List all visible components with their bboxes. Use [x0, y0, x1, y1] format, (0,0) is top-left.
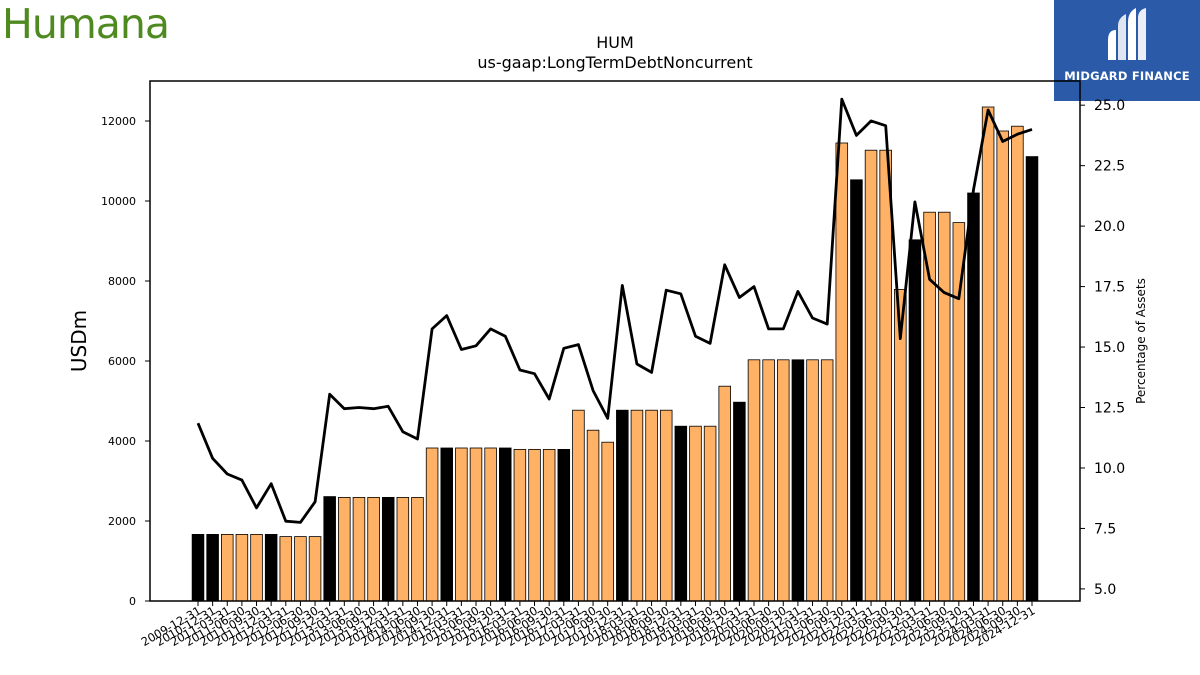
- y-tick-label: 6000: [108, 355, 136, 368]
- bar: [411, 496, 424, 602]
- bar: [703, 425, 717, 602]
- bar: [279, 536, 293, 602]
- bar: [425, 447, 439, 602]
- bar: [542, 448, 556, 602]
- y-tick-label: 4000: [108, 435, 136, 448]
- x-axis: 2009-12-312010-12-312011-03-312011-06-30…: [139, 601, 1038, 649]
- chart-subtitle: us-gaap:LongTermDebtNoncurrent: [477, 53, 752, 72]
- bar: [235, 534, 249, 602]
- y-tick-label: 0: [129, 595, 136, 608]
- y2-tick-label: 10.0: [1094, 461, 1125, 477]
- bar: [513, 448, 527, 602]
- bar: [294, 536, 307, 602]
- bar: [645, 409, 658, 602]
- bar: [499, 447, 512, 602]
- humana-logo: Humana: [2, 0, 170, 48]
- bar: [733, 401, 746, 602]
- bar: [674, 425, 688, 602]
- bar: [455, 447, 468, 602]
- y-axis-left: 0 2000 4000 6000 8000 10000 12000: [101, 115, 150, 608]
- y2-tick-label: 12.5: [1094, 401, 1125, 417]
- bar: [616, 409, 629, 602]
- bar: [718, 385, 731, 602]
- bar: [308, 536, 322, 602]
- bar: [367, 496, 380, 602]
- bar: [806, 359, 819, 602]
- bar: [601, 441, 614, 602]
- bar: [864, 149, 878, 602]
- bar: [879, 149, 892, 602]
- bar: [967, 192, 980, 602]
- bar: [923, 211, 936, 602]
- bar: [820, 359, 834, 602]
- y-tick-label: 12000: [101, 115, 136, 128]
- bar: [250, 534, 263, 602]
- y-axis-right: 5.0 7.5 10.0 12.5 15.0 17.5 20.0 22.5 25.0: [1080, 98, 1125, 598]
- bar: [762, 359, 775, 602]
- y2-axis-label: Percentage of Assets: [1134, 278, 1148, 404]
- y2-tick-label: 5.0: [1094, 582, 1116, 598]
- bar: [440, 447, 453, 602]
- midgard-emblem-icon: [1108, 8, 1146, 60]
- plot-frame: [149, 80, 1081, 602]
- bar: [630, 409, 644, 602]
- y2-tick-label: 15.0: [1094, 340, 1125, 356]
- percentage-line-layer: [196, 97, 1033, 524]
- bar: [206, 534, 219, 602]
- y2-tick-label: 7.5: [1094, 521, 1116, 537]
- y2-tick-label: 20.0: [1094, 219, 1125, 235]
- bar: [996, 130, 1009, 602]
- y2-tick-label: 25.0: [1094, 98, 1125, 114]
- bar: [659, 409, 673, 602]
- bar: [528, 448, 541, 602]
- bar: [747, 359, 761, 602]
- bar: [323, 496, 336, 602]
- bar: [381, 496, 395, 602]
- bar: [469, 447, 483, 602]
- y-tick-label: 10000: [101, 195, 136, 208]
- bar: [791, 359, 805, 602]
- bar: [396, 496, 410, 602]
- bar: [1025, 156, 1039, 602]
- bar: [191, 534, 205, 602]
- bar: [908, 239, 922, 602]
- bar: [981, 106, 995, 602]
- bar: [1011, 125, 1024, 602]
- bar: [835, 142, 849, 602]
- bar: [572, 409, 585, 602]
- bar: [777, 359, 790, 602]
- bar: [338, 496, 351, 602]
- bar: [952, 222, 966, 602]
- midgard-finance-logo: MIDGARD FINANCE: [1054, 0, 1200, 101]
- chart-title: HUM: [596, 33, 634, 52]
- bar: [850, 179, 863, 602]
- bar: [221, 534, 234, 602]
- y-tick-label: 2000: [108, 515, 136, 528]
- y2-tick-label: 22.5: [1094, 159, 1125, 175]
- y-axis-label: USDm: [67, 310, 91, 372]
- bar-group: [191, 106, 1039, 602]
- midgard-logo-text: MIDGARD FINANCE: [1064, 69, 1190, 83]
- bar: [557, 448, 571, 602]
- bar: [586, 429, 600, 602]
- y2-tick-label: 17.5: [1094, 280, 1125, 296]
- percentage-line: [196, 97, 1033, 524]
- bar: [352, 496, 366, 602]
- bar: [264, 534, 278, 602]
- bar: [937, 211, 951, 602]
- bar: [484, 447, 497, 602]
- bar: [689, 425, 702, 602]
- y-tick-label: 8000: [108, 275, 136, 288]
